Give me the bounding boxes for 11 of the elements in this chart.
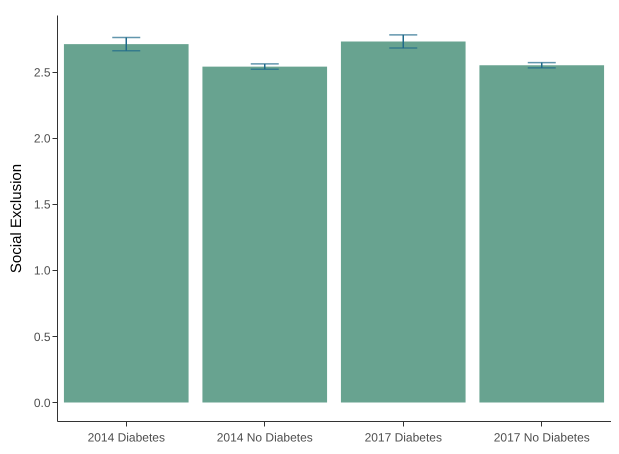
y-tick-label: 2.5 [34, 65, 51, 80]
x-tick-label: 2017 No Diabetes [494, 430, 590, 444]
y-tick-label: 0.0 [34, 396, 51, 410]
x-tick-label: 2017 Diabetes [364, 430, 442, 444]
x-tick-label: 2014 Diabetes [88, 430, 165, 444]
y-tick-label: 2.0 [34, 131, 51, 146]
y-axis-title: Social Exclusion [8, 164, 25, 274]
x-tick-label: 2014 No Diabetes [216, 430, 313, 444]
y-tick-label: 0.5 [34, 330, 51, 344]
y-tick-label: 1.0 [34, 264, 51, 278]
y-tick-label: 1.5 [34, 198, 51, 212]
